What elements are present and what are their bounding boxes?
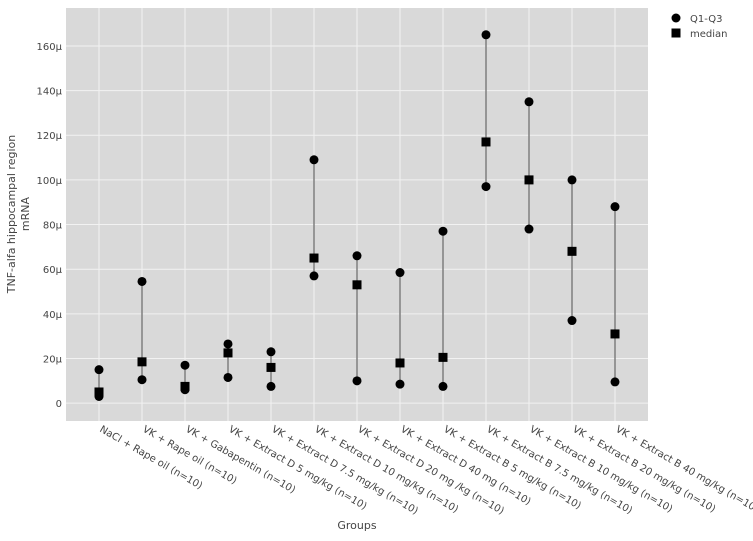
q3-point bbox=[353, 251, 362, 260]
y-tick-label: 160μ bbox=[37, 42, 63, 53]
median-point bbox=[267, 363, 276, 372]
q1-point bbox=[138, 375, 147, 384]
q1-point bbox=[267, 382, 276, 391]
y-tick-label: 60μ bbox=[43, 265, 63, 276]
q1-point bbox=[439, 382, 448, 391]
q3-point bbox=[611, 202, 620, 211]
q3-point bbox=[138, 277, 147, 286]
q1-point bbox=[353, 376, 362, 385]
median-point bbox=[224, 348, 233, 357]
y-tick-label: 140μ bbox=[37, 87, 63, 98]
y-axis-ticks: 0 20μ 40μ 60μ 80μ 100μ 120μ 140μ 160μ bbox=[37, 42, 63, 410]
median-point bbox=[95, 387, 104, 396]
q3-point bbox=[525, 97, 534, 106]
q3-point bbox=[482, 30, 491, 39]
q3-point bbox=[224, 339, 233, 348]
legend[interactable]: Q1-Q3 median bbox=[672, 14, 728, 41]
y-tick-label: 0 bbox=[56, 399, 62, 410]
q3-point bbox=[267, 347, 276, 356]
y-axis-title: TNF-alfa hippocampal regionmRNA bbox=[5, 135, 32, 294]
q1-point bbox=[568, 316, 577, 325]
median-point bbox=[181, 382, 190, 391]
y-tick-label: 100μ bbox=[37, 176, 63, 187]
q3-point bbox=[396, 268, 405, 277]
q1-point bbox=[525, 225, 534, 234]
median-point bbox=[353, 280, 362, 289]
q3-point bbox=[310, 155, 319, 164]
y-tick-label: 40μ bbox=[43, 310, 63, 321]
legend-median-label: median bbox=[690, 29, 728, 40]
legend-median-marker bbox=[672, 29, 681, 38]
x-axis-title: Groups bbox=[337, 519, 376, 532]
median-point bbox=[396, 358, 405, 367]
y-tick-label: 120μ bbox=[37, 131, 63, 142]
q1-point bbox=[224, 373, 233, 382]
median-point bbox=[611, 329, 620, 338]
median-point bbox=[482, 137, 491, 146]
x-axis-ticks: NaCl + Rape oil (n=10)VK + Rape oil (n=1… bbox=[98, 424, 753, 517]
legend-q1-q3-marker bbox=[672, 14, 681, 23]
median-point bbox=[310, 254, 319, 263]
q3-point bbox=[95, 365, 104, 374]
q1-point bbox=[482, 182, 491, 191]
median-point bbox=[439, 353, 448, 362]
median-point bbox=[138, 357, 147, 366]
legend-q1-q3-label: Q1-Q3 bbox=[690, 14, 722, 25]
median-point bbox=[525, 175, 534, 184]
q3-point bbox=[181, 361, 190, 370]
q3-point bbox=[568, 175, 577, 184]
q1-point bbox=[396, 380, 405, 389]
y-tick-label: 80μ bbox=[43, 221, 63, 232]
q1-point bbox=[310, 271, 319, 280]
q3-point bbox=[439, 227, 448, 236]
y-tick-label: 20μ bbox=[43, 354, 63, 365]
q1-point bbox=[611, 377, 620, 386]
median-point bbox=[568, 247, 577, 256]
